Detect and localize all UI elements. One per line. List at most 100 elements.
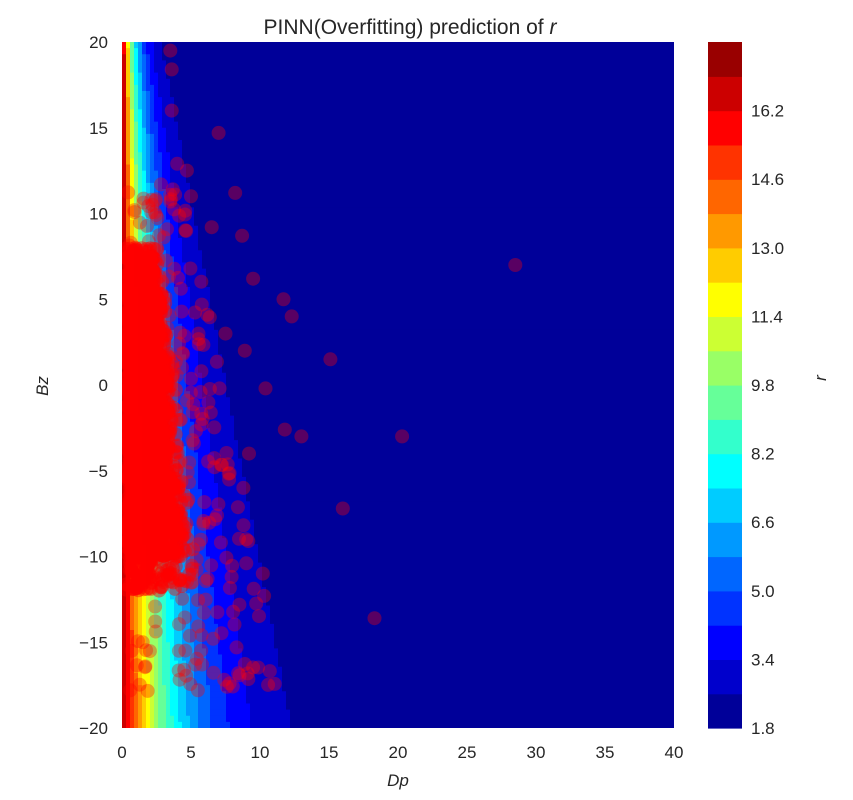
heat-cell [242,250,247,257]
heat-cell [294,721,299,728]
heat-cell [134,458,139,466]
heat-cell [250,121,255,129]
heat-cell [298,127,303,135]
heat-cell [218,562,223,570]
heat-cell [146,642,151,649]
heat-cell [282,495,287,502]
heat-cell [194,54,199,61]
heat-cell [138,446,143,453]
heat-cell [170,697,175,705]
heat-cell [274,133,279,141]
heat-cell [294,84,299,92]
heat-cell [218,164,223,172]
heat-cell [238,287,243,294]
heat-cell [278,60,283,68]
heat-cell [230,489,235,496]
heat-cell [294,452,299,460]
heat-cell [170,262,175,270]
heat-cell [294,636,299,643]
heat-cell [274,317,279,325]
heat-cell [126,342,131,349]
heat-cell [138,103,143,110]
heatmap-field [122,42,674,728]
heat-cell [262,446,267,453]
heat-cell [274,532,279,539]
heat-cell [242,256,247,264]
heat-cell [254,642,259,649]
heat-cell [298,164,303,172]
heat-cell [142,78,147,86]
heat-cell [266,372,271,380]
heat-cell [170,72,175,80]
heat-cell [278,605,283,613]
heat-cell [254,305,259,313]
heat-cell [166,617,171,625]
heat-cell [170,685,175,692]
heat-cell [218,91,223,98]
heat-cell [186,54,191,61]
heat-cell [150,660,155,668]
heat-cell [242,470,247,478]
heat-cell [130,336,135,343]
heat-cell [286,703,291,711]
heat-cell [190,115,195,123]
heat-cell [298,293,303,300]
heat-cell [162,495,167,502]
heat-cell [178,244,183,251]
heat-cell [154,195,159,202]
heat-cell [162,250,167,257]
heat-cell [158,654,163,662]
heat-cell [190,140,195,147]
heat-cell [202,250,207,257]
heat-cell [258,495,263,502]
heat-cell [130,280,135,288]
heat-cell [182,54,187,61]
heat-cell [162,599,167,607]
heat-cell [202,189,207,196]
heat-cell [170,617,175,625]
heat-cell [170,611,175,619]
heat-cell [278,385,283,392]
heat-cell [126,617,131,625]
heat-cell [150,685,155,692]
heat-cell [290,176,295,184]
heat-cell [274,115,279,123]
heat-cell [226,60,231,68]
heat-cell [234,354,239,362]
heat-cell [290,525,295,533]
heat-cell [214,299,219,306]
heat-cell [154,715,159,723]
heat-cell [286,525,291,533]
heat-cell [158,427,163,435]
heat-cell [254,299,259,306]
heat-cell [294,121,299,129]
heat-cell [274,378,279,386]
heat-cell [150,262,155,270]
heat-cell [290,109,295,117]
heat-cell [166,574,171,582]
heat-cell [142,685,147,692]
heat-cell [238,446,243,453]
heat-cell [158,48,163,55]
heat-cell [166,189,171,196]
heat-cell [278,691,283,698]
heat-cell [134,562,139,570]
heat-cell [146,158,151,166]
heat-cell [294,593,299,600]
heat-cell [170,213,175,221]
heat-cell [250,550,255,558]
heat-cell [242,415,247,423]
heat-cell [198,703,203,711]
heat-cell [262,164,267,172]
heat-cell [130,654,135,662]
heat-cell [214,709,219,717]
heat-cell [126,697,131,705]
heat-cell [218,287,223,294]
heat-cell [166,446,171,453]
heat-cell [130,182,135,190]
heat-cell [170,189,175,196]
heat-cell [154,507,159,515]
heat-cell [166,470,171,478]
heat-cell [226,103,231,110]
heat-cell [202,140,207,147]
